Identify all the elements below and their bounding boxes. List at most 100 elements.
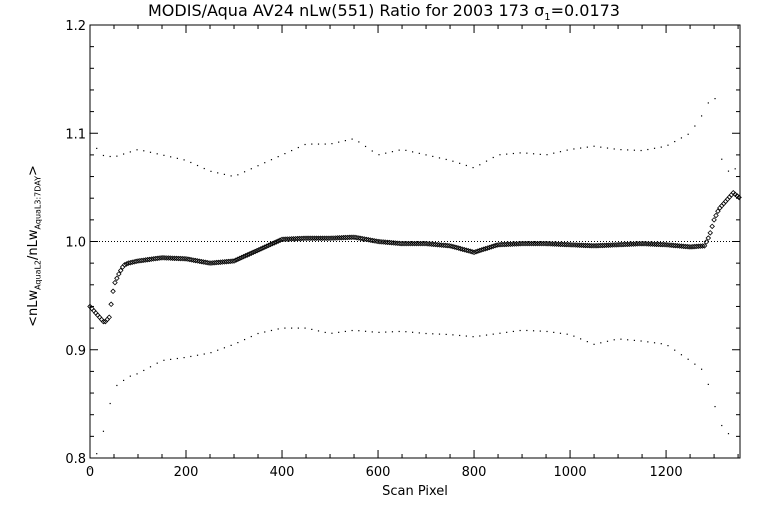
mean-point [377, 238, 383, 245]
mean-point [697, 243, 704, 249]
mean-point [736, 194, 742, 201]
mean-point [189, 257, 195, 263]
mean-point [649, 241, 656, 247]
mean-point [486, 244, 493, 251]
mean-point [396, 240, 402, 247]
upper-point [364, 145, 367, 148]
upper-point [223, 173, 226, 175]
mean-point [473, 248, 479, 255]
lower-point [391, 331, 394, 333]
upper-point [344, 140, 346, 142]
upper-point [304, 143, 306, 146]
ylabel-prefix: <nLw [26, 289, 41, 327]
mean-point [404, 240, 410, 247]
mean-point [342, 234, 349, 241]
mean-point [202, 259, 208, 266]
mean-point [511, 241, 518, 247]
mean-point [185, 256, 191, 262]
mean-point [444, 242, 450, 249]
mean-point [375, 238, 381, 245]
upper-point [627, 149, 629, 151]
mean-point [711, 217, 717, 223]
upper-point [358, 141, 360, 143]
lower-point [210, 352, 212, 354]
mean-point [655, 241, 662, 248]
mean-point [394, 240, 401, 246]
mean-point [690, 243, 696, 250]
y-tick-label: 1.0 [65, 236, 86, 251]
y-axis-label: <nLwAquaL2/nLwAquaL3:7DAY> [26, 165, 43, 327]
upper-point [640, 149, 642, 152]
mean-point [596, 242, 602, 249]
upper-point [445, 158, 447, 161]
mean-point [267, 241, 274, 248]
lower-point [196, 354, 199, 356]
mean-point [573, 242, 579, 248]
upper-point [452, 160, 454, 162]
ylabel-sub1: AquaL2 [33, 259, 43, 290]
mean-point [594, 242, 600, 249]
mean-point [515, 241, 521, 247]
mean-point [676, 243, 683, 249]
upper-point [472, 166, 474, 169]
mean-point [290, 236, 297, 242]
mean-point [502, 241, 508, 248]
upper-point [102, 154, 105, 157]
mean-point [361, 236, 368, 242]
mean-point [329, 235, 335, 241]
upper-point [647, 148, 649, 151]
upper-point [143, 150, 145, 152]
upper-point [633, 149, 635, 151]
lower-point [190, 355, 192, 358]
upper-point [532, 153, 535, 155]
upper-point [190, 161, 192, 164]
mean-point [344, 234, 351, 241]
mean-point [384, 239, 391, 246]
mean-point [563, 241, 569, 248]
mean-point [557, 241, 564, 248]
mean-point [315, 235, 322, 242]
mean-point [106, 314, 112, 321]
lower-point [358, 330, 360, 332]
lower-point [492, 333, 494, 335]
mean-point [640, 240, 646, 247]
lower-point [512, 330, 515, 333]
mean-point [480, 246, 487, 253]
mean-point [179, 255, 185, 262]
lower-point [546, 330, 548, 333]
mean-point [611, 242, 617, 248]
lower-point [418, 332, 420, 334]
mean-point [670, 242, 677, 249]
lower-point [170, 358, 172, 361]
upper-point [170, 156, 172, 158]
mean-point [580, 242, 587, 249]
mean-point [513, 241, 520, 247]
lower-point [284, 327, 286, 329]
upper-point [674, 140, 676, 143]
upper-point [700, 115, 703, 117]
mean-point [532, 240, 539, 247]
upper-point [438, 157, 441, 159]
mean-point [642, 241, 648, 247]
y-tick-label: 0.8 [65, 452, 86, 467]
lower-point [633, 339, 635, 341]
upper-point [317, 143, 320, 145]
mean-point [112, 279, 118, 286]
lower-point [270, 329, 273, 332]
lower-point [432, 333, 434, 335]
mean-point [523, 240, 529, 247]
mean-point [110, 288, 116, 295]
upper-point [250, 168, 252, 170]
mean-point [204, 259, 210, 266]
mean-point [661, 241, 667, 248]
upper-point [559, 151, 562, 153]
mean-point [509, 241, 516, 247]
lower-point [532, 330, 535, 332]
mean-point [567, 241, 573, 248]
mean-point [674, 243, 681, 249]
mean-point [701, 243, 708, 249]
lower-point [123, 379, 125, 382]
lower-point [129, 375, 131, 377]
mean-point [346, 234, 352, 241]
lower-point [291, 327, 293, 329]
